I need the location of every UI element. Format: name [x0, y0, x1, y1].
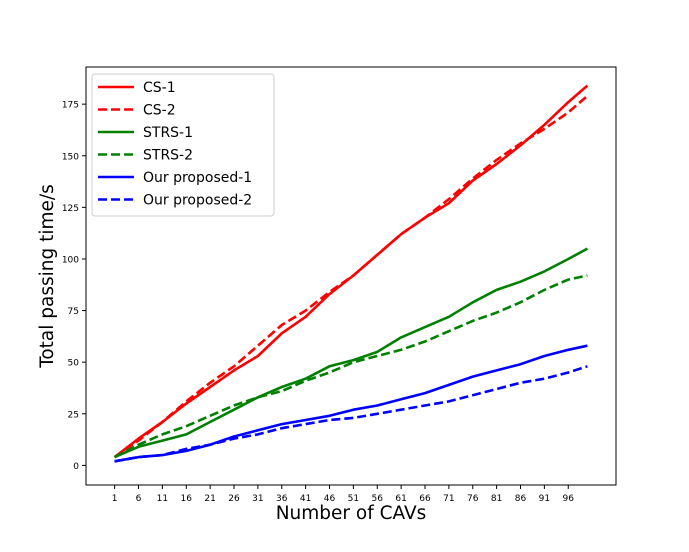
x-tick-label: 11 — [157, 494, 168, 504]
y-tick-label: 0 — [73, 462, 79, 472]
legend-label: STRS-2 — [143, 148, 193, 164]
legend-label: Our proposed-2 — [143, 193, 252, 209]
series-line-cs-2 — [113, 94, 589, 459]
legend-label: Our proposed-1 — [143, 170, 252, 186]
series-line-strs-1 — [114, 247, 589, 459]
series-line-our-proposed-2 — [114, 365, 588, 463]
legend-label: CS-2 — [143, 103, 176, 119]
x-axis-label: Number of CAVs — [276, 503, 427, 524]
x-tick-label: 26 — [228, 494, 240, 504]
x-axis-ticks: 1 6 11 16 21 26 31 36 41 46 51 56 61 66 71 76 81 86 91 96 — [112, 485, 574, 504]
y-tick-label: 125 — [62, 204, 79, 214]
x-tick-label: 1 — [112, 494, 118, 504]
x-tick-label: 31 — [252, 494, 263, 504]
y-tick-label: 25 — [68, 410, 79, 420]
series-line-strs-2 — [114, 274, 588, 459]
x-tick-label: 91 — [539, 494, 550, 504]
x-tick-label: 76 — [467, 494, 479, 504]
x-tick-label: 51 — [348, 494, 359, 504]
y-tick-label: 50 — [68, 359, 80, 369]
x-tick-label: 96 — [563, 494, 575, 504]
y-tick-label: 75 — [68, 307, 79, 317]
y-tick-label: 100 — [62, 255, 79, 265]
x-tick-label: 71 — [443, 494, 454, 504]
x-tick-label: 21 — [204, 494, 215, 504]
x-tick-label: 81 — [491, 494, 502, 504]
x-tick-label: 86 — [515, 494, 527, 504]
x-tick-label: 46 — [324, 494, 336, 504]
y-axis-ticks: 0 25 50 75 100 125 150 175 — [62, 101, 86, 472]
series-line-our-proposed-1 — [114, 344, 588, 463]
series-lines — [113, 84, 589, 463]
legend-label: CS-1 — [143, 80, 176, 96]
x-tick-label: 56 — [372, 494, 384, 504]
legend-box — [91, 73, 275, 217]
x-tick-label: 16 — [181, 494, 193, 504]
x-tick-label: 36 — [276, 494, 288, 504]
legend: CS-1 CS-2 STRS-1 STRS-2 Our proposed-1 Our pr… — [91, 73, 275, 217]
y-axis-label: Total passing time/s — [37, 184, 58, 369]
y-tick-label: 175 — [62, 101, 79, 111]
x-tick-label: 41 — [300, 494, 311, 504]
y-tick-label: 150 — [62, 152, 79, 162]
x-tick-label: 66 — [419, 494, 431, 504]
x-tick-label: 6 — [136, 494, 142, 504]
x-tick-label: 61 — [395, 494, 406, 504]
legend-label: STRS-1 — [143, 125, 193, 141]
